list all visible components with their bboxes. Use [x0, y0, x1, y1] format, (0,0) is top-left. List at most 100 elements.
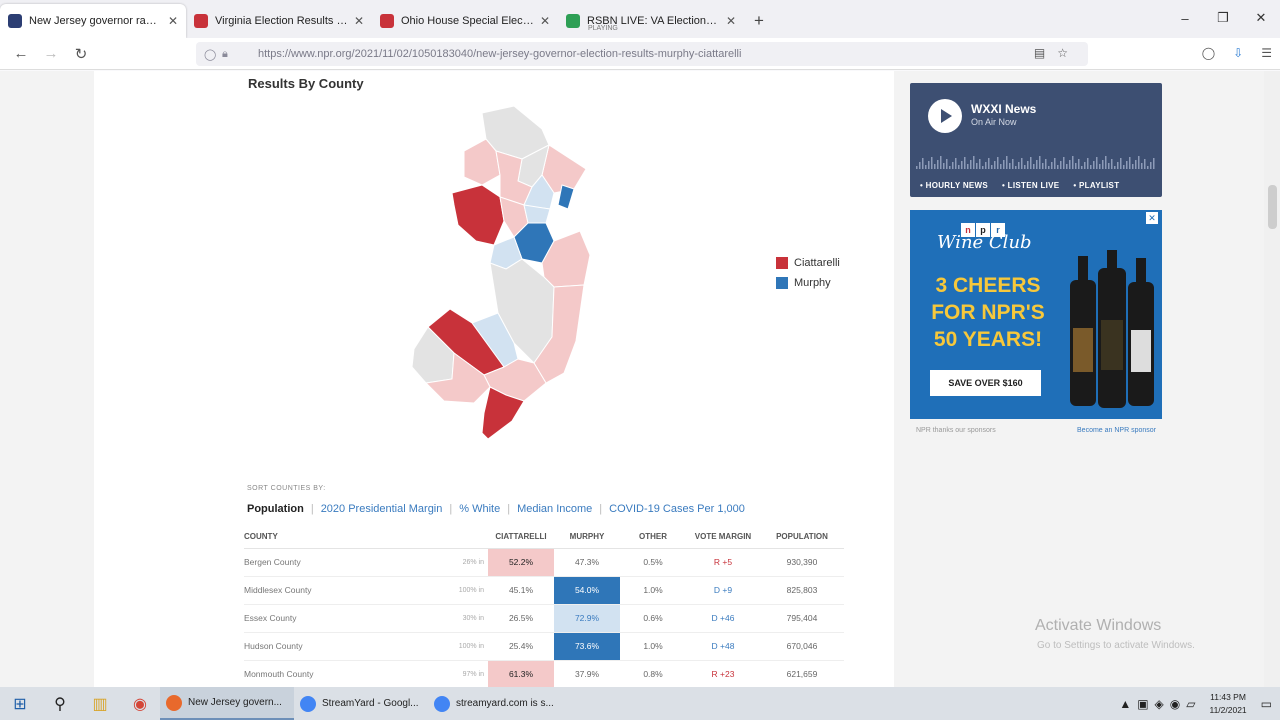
navigation-bar: ← → ↻ ◯ 🔒︎ https://www.npr.org/2021/11/0… — [0, 38, 1280, 70]
reader-view-icon[interactable]: ▤ — [1033, 46, 1058, 60]
save-over-button[interactable]: SAVE OVER $160 — [930, 370, 1041, 396]
ad-footer: NPR thanks our sponsors Become an NPR sp… — [916, 427, 1156, 434]
tab-bar: New Jersey governor race: Live✕Virginia … — [0, 0, 1280, 38]
pocket-icon[interactable]: ◯ — [1201, 46, 1216, 60]
address-bar[interactable]: ◯ 🔒︎ https://www.npr.org/2021/11/02/1050… — [196, 42, 1088, 66]
url-text: https://www.npr.org/2021/11/02/105018304… — [258, 48, 742, 60]
browser-tab[interactable]: Virginia Election Results 2021 | ✕ — [186, 4, 372, 38]
download-icon[interactable]: ⇩ — [1233, 46, 1244, 60]
menu-icon[interactable]: ☰ — [1261, 46, 1272, 60]
clock-date: 11/2/2021 — [1209, 704, 1247, 715]
county-name: Middlesex County — [244, 576, 454, 605]
vote-margin: D +48 — [686, 632, 760, 661]
sponsor-thanks: NPR thanks our sponsors — [916, 427, 996, 434]
section-title: Results By County — [248, 76, 364, 91]
new-tab-button[interactable]: + — [754, 11, 764, 30]
legend-label: Ciattarelli — [794, 257, 840, 269]
sort-label: SORT COUNTIES BY: — [247, 485, 326, 492]
shield-icon[interactable]: ◯ — [204, 48, 217, 61]
browser-tab[interactable]: New Jersey governor race: Live ✕ — [0, 4, 186, 38]
sort-option-population[interactable]: Population — [247, 503, 304, 515]
murphy-pct: 47.3% — [554, 548, 620, 577]
windows-start-icon[interactable]: ⊞ — [13, 695, 27, 713]
hourly-news-link[interactable]: • HOURLY NEWS — [920, 181, 989, 190]
legend-swatch-murphy — [776, 277, 788, 289]
clock[interactable]: 11:43 PM 11/2/2021 — [1209, 691, 1246, 717]
sort-option-white[interactable]: % White — [459, 503, 501, 515]
column-header-vote-margin[interactable]: VOTE MARGIN — [686, 526, 760, 549]
table-header-row: COUNTY CIATTARELLI MURPHY OTHER VOTE MAR… — [244, 526, 844, 549]
restore-button[interactable]: ❐ — [1217, 10, 1229, 25]
app-icon — [300, 695, 316, 712]
tab-close-icon[interactable]: ✕ — [725, 14, 736, 28]
browser-tab[interactable]: Ohio House Special Election Re ✕ — [372, 4, 558, 38]
taskbar-app-label: streamyard.com is s... — [456, 698, 554, 709]
population: 621,659 — [760, 660, 844, 687]
taskbar-app[interactable]: streamyard.com is s... — [428, 687, 562, 720]
county-name: Hudson County — [244, 632, 454, 661]
tab-close-icon[interactable]: ✕ — [539, 14, 550, 28]
vote-margin: D +9 — [686, 576, 760, 605]
close-window-button[interactable]: ✕ — [1255, 10, 1267, 25]
tab-favicon-icon — [8, 14, 22, 28]
become-sponsor-link[interactable]: Become an NPR sponsor — [1077, 427, 1156, 434]
other-pct: 1.0% — [620, 576, 686, 605]
wine-club-logo: Wine Club — [937, 232, 1032, 253]
tab-close-icon[interactable]: ✕ — [353, 14, 364, 28]
playlist-link[interactable]: • PLAYLIST — [1073, 181, 1120, 190]
notification-icon[interactable]: ▭ — [1260, 696, 1272, 711]
scrollbar[interactable] — [1264, 71, 1280, 687]
sort-option-covid-cases[interactable]: COVID-19 Cases Per 1,000 — [609, 503, 745, 515]
waveform-graphic — [916, 156, 1155, 169]
main-content: Results By County — [94, 71, 894, 687]
minimize-button[interactable]: – — [1181, 10, 1189, 26]
column-header-population[interactable]: POPULATION — [760, 526, 844, 549]
table-row: Middlesex County 100% in 45.1% 54.0% 1.0% D +… — [244, 576, 844, 605]
other-pct: 0.8% — [620, 660, 686, 687]
chrome-icon[interactable]: ◉ — [133, 695, 147, 713]
play-icon[interactable] — [928, 99, 962, 133]
column-header-other[interactable]: OTHER — [620, 526, 686, 549]
vote-margin: R +5 — [686, 548, 760, 577]
column-header-county[interactable]: COUNTY — [244, 526, 454, 549]
sort-option-presidential-margin[interactable]: 2020 Presidential Margin — [320, 503, 443, 515]
tab-title: Virginia Election Results 2021 | — [215, 15, 348, 27]
page-viewport: Results By County — [0, 71, 1280, 687]
taskbar-app[interactable]: New Jersey govern... — [160, 687, 294, 720]
reporting-status: 30% in — [454, 604, 488, 633]
county-cumberland[interactable] — [424, 352, 491, 404]
sort-option-median-income[interactable]: Median Income — [517, 503, 593, 515]
lock-icon[interactable]: 🔒︎ — [222, 47, 228, 60]
tab-favicon-icon — [194, 14, 208, 28]
county-hunterdon[interactable] — [451, 184, 505, 246]
legend-swatch-ciattarelli — [776, 257, 788, 269]
ciattarelli-pct: 52.2% — [488, 548, 554, 577]
county-cape-may[interactable] — [481, 386, 525, 440]
ad-close-icon[interactable]: ✕ — [1146, 212, 1158, 224]
map-legend: Ciattarelli Murphy — [776, 257, 840, 297]
back-icon[interactable]: ← — [13, 45, 29, 62]
reload-icon[interactable]: ↻ — [74, 45, 88, 63]
tab-close-icon[interactable]: ✕ — [167, 14, 178, 28]
taskbar-app-label: New Jersey govern... — [188, 697, 282, 708]
search-icon[interactable]: ⚲ — [54, 695, 66, 713]
forward-icon[interactable]: → — [43, 45, 59, 62]
column-header-ciattarelli[interactable]: CIATTARELLI — [488, 526, 554, 549]
county-hudson[interactable] — [557, 184, 575, 210]
county-ocean[interactable] — [533, 284, 585, 384]
taskbar-app[interactable]: StreamYard - Googl... — [294, 687, 428, 720]
murphy-pct: 72.9% — [554, 604, 620, 633]
ad-headline: 3 CHEERS FOR NPR'S 50 YEARS! — [931, 274, 1045, 351]
tray-icons[interactable]: ▲▣◈◉▱ — [1119, 696, 1202, 711]
listen-live-link[interactable]: • LISTEN LIVE — [1002, 181, 1060, 190]
file-explorer-icon[interactable]: ▥ — [92, 695, 108, 713]
bookmark-star-icon[interactable]: ☆ — [1057, 46, 1080, 60]
column-header-murphy[interactable]: MURPHY — [554, 526, 620, 549]
other-pct: 0.6% — [620, 604, 686, 633]
browser-tab[interactable]: RSBN LIVE: VA Election Night aPLAYING✕ — [558, 4, 744, 38]
scrollbar-thumb[interactable] — [1268, 185, 1277, 229]
wine-bottles-image — [1070, 250, 1154, 408]
legend-label: Murphy — [794, 277, 831, 289]
